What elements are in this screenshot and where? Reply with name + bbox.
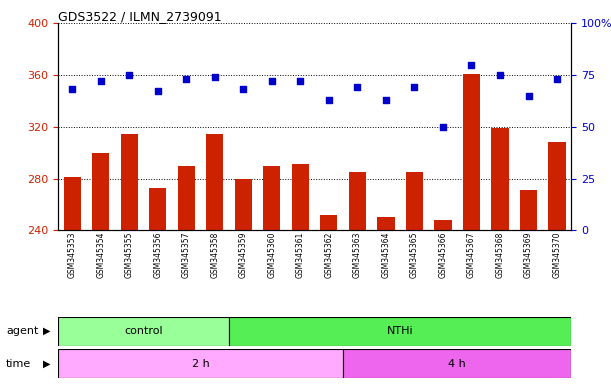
Point xyxy=(438,124,448,130)
Bar xyxy=(520,190,537,384)
Bar xyxy=(229,317,571,346)
Bar xyxy=(463,74,480,384)
Point xyxy=(96,78,106,84)
Text: ▶: ▶ xyxy=(43,326,50,336)
Point xyxy=(353,84,362,90)
Text: GDS3522 / ILMN_2739091: GDS3522 / ILMN_2739091 xyxy=(58,10,222,23)
Text: 2 h: 2 h xyxy=(192,359,210,369)
Point xyxy=(409,84,419,90)
Bar xyxy=(58,317,229,346)
Point xyxy=(467,61,477,68)
Bar xyxy=(434,220,452,384)
Point xyxy=(267,78,277,84)
Bar xyxy=(263,166,280,384)
Bar xyxy=(207,134,224,384)
Point xyxy=(324,97,334,103)
Bar xyxy=(292,164,309,384)
Text: ▶: ▶ xyxy=(43,359,50,369)
Bar xyxy=(349,172,366,384)
Point xyxy=(381,97,391,103)
Bar xyxy=(121,134,138,384)
Bar xyxy=(149,188,166,384)
Text: time: time xyxy=(6,359,31,369)
Text: NTHi: NTHi xyxy=(387,326,414,336)
Text: agent: agent xyxy=(6,326,38,336)
Text: control: control xyxy=(124,326,163,336)
Bar xyxy=(491,128,508,384)
Bar xyxy=(549,142,566,384)
Point xyxy=(552,76,562,82)
Bar xyxy=(406,172,423,384)
Bar xyxy=(378,217,395,384)
Bar xyxy=(320,215,337,384)
Point xyxy=(238,86,248,93)
Bar xyxy=(64,177,81,384)
Point xyxy=(181,76,191,82)
Bar xyxy=(235,179,252,384)
Point xyxy=(125,72,134,78)
Text: 4 h: 4 h xyxy=(448,359,466,369)
Point xyxy=(524,93,533,99)
Point xyxy=(210,74,220,80)
Point xyxy=(296,78,306,84)
Bar xyxy=(58,349,343,378)
Bar xyxy=(178,166,195,384)
Point xyxy=(495,72,505,78)
Bar xyxy=(92,152,109,384)
Point xyxy=(67,86,77,93)
Bar xyxy=(343,349,571,378)
Point xyxy=(153,88,163,94)
